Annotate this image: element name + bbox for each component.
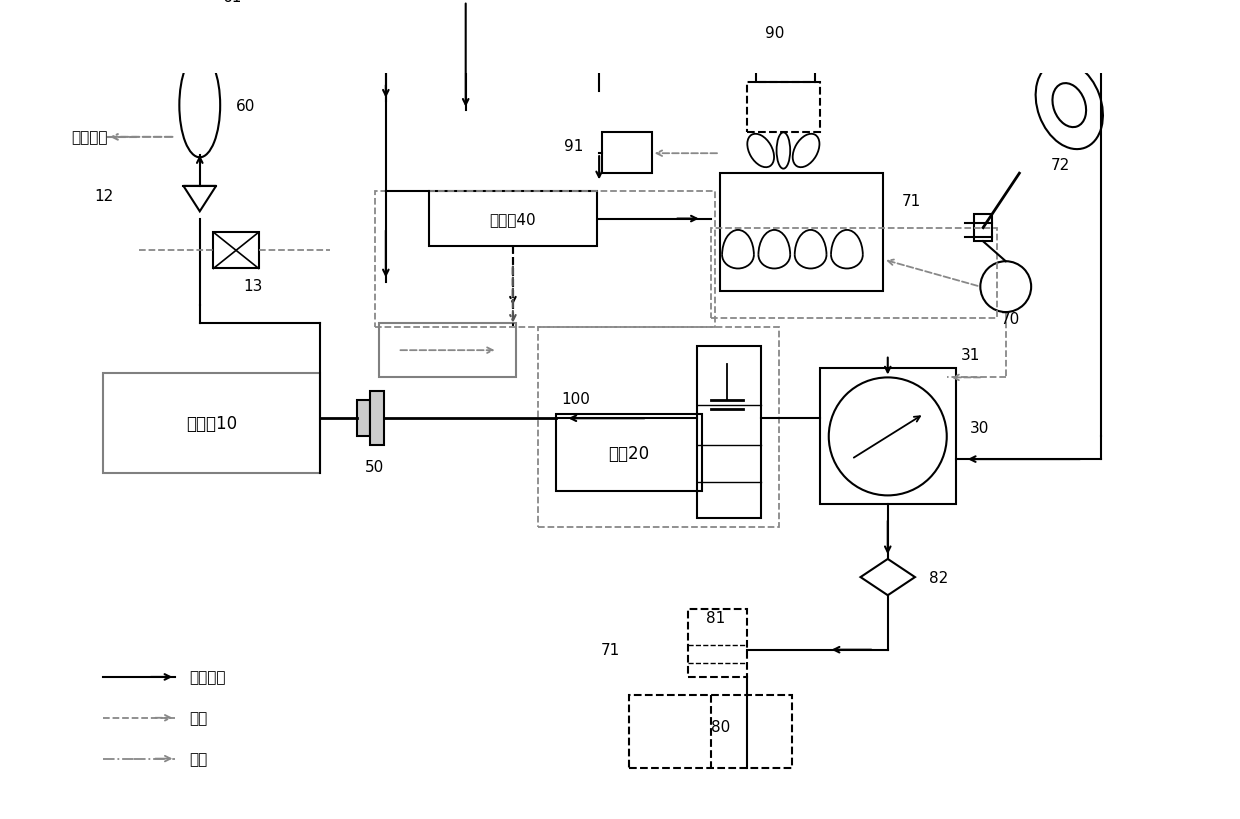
Text: 70: 70 (1001, 311, 1021, 327)
Bar (429, 192, 598, 247)
Bar (357, 400, 371, 437)
Bar (103, 373, 320, 473)
Text: 油路: 油路 (188, 710, 207, 726)
Bar (374, 192, 715, 328)
Text: 控制器40: 控制器40 (490, 212, 536, 227)
Bar (820, 369, 956, 505)
Text: 61: 61 (222, 0, 242, 5)
Text: 100: 100 (560, 391, 590, 406)
Bar (379, 324, 516, 378)
Bar (557, 414, 702, 491)
Text: 91: 91 (564, 139, 584, 154)
Bar (746, 84, 820, 133)
Text: 72: 72 (1052, 157, 1070, 172)
Bar (629, 695, 792, 767)
Bar (185, 0, 216, 11)
Bar (688, 609, 746, 677)
Text: 空压机10: 空压机10 (186, 414, 237, 432)
Text: 电控线路: 电控线路 (188, 670, 226, 685)
Text: 31: 31 (960, 348, 980, 363)
Bar (973, 215, 992, 242)
Text: 13: 13 (243, 278, 263, 293)
Text: 气路: 气路 (188, 751, 207, 767)
Bar (756, 43, 815, 84)
Text: 60: 60 (236, 98, 255, 114)
Bar (720, 174, 883, 292)
Text: 71: 71 (600, 642, 620, 658)
Bar (697, 346, 760, 518)
Text: 电机20: 电机20 (609, 444, 650, 462)
Bar (538, 328, 779, 527)
Text: 12: 12 (94, 189, 114, 204)
Text: 81: 81 (706, 611, 725, 626)
Text: 82: 82 (929, 570, 947, 585)
Text: 90: 90 (765, 26, 785, 41)
Text: 80: 80 (711, 719, 730, 735)
Bar (601, 133, 652, 174)
Text: 71: 71 (901, 193, 920, 209)
Text: 整车制动: 整车制动 (71, 130, 108, 145)
Text: 50: 50 (366, 459, 384, 474)
Bar (711, 229, 997, 319)
Bar (371, 391, 384, 446)
Text: 30: 30 (970, 420, 988, 435)
